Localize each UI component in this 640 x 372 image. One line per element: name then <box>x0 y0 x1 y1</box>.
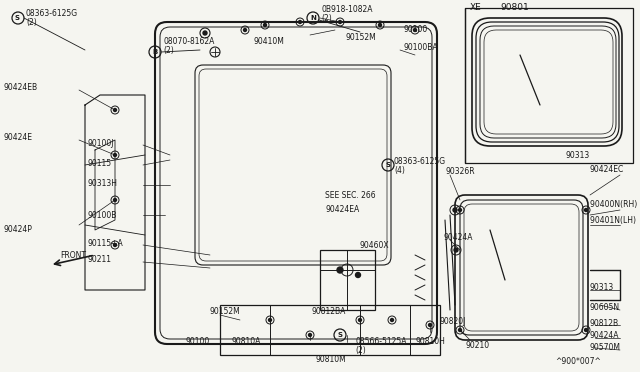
Text: FRONT: FRONT <box>60 250 86 260</box>
FancyBboxPatch shape <box>472 18 622 146</box>
Text: 90570M: 90570M <box>590 343 621 353</box>
Text: 90100J: 90100J <box>87 138 113 148</box>
Text: 90424P: 90424P <box>3 225 32 234</box>
Circle shape <box>584 328 588 331</box>
Text: 90152M: 90152M <box>210 308 241 317</box>
Text: 90410M: 90410M <box>253 38 284 46</box>
Text: 90100: 90100 <box>404 26 428 35</box>
Text: S: S <box>385 162 390 168</box>
Circle shape <box>337 267 343 273</box>
Circle shape <box>413 29 417 32</box>
Text: 90326R: 90326R <box>445 167 475 176</box>
Text: 90313H: 90313H <box>87 179 117 187</box>
Circle shape <box>203 31 207 35</box>
Text: 90401N⁠(LH): 90401N⁠(LH) <box>590 215 636 224</box>
Text: SEE SEC. 266: SEE SEC. 266 <box>325 190 376 199</box>
Circle shape <box>458 328 461 331</box>
Text: 90100: 90100 <box>185 337 209 346</box>
Text: 08070-8162A: 08070-8162A <box>163 38 214 46</box>
Circle shape <box>113 199 116 202</box>
Text: S: S <box>337 332 342 338</box>
Text: 90810H: 90810H <box>415 337 445 346</box>
Text: 90424A: 90424A <box>443 232 472 241</box>
Circle shape <box>269 318 271 321</box>
Text: 90115+A: 90115+A <box>87 238 123 247</box>
Circle shape <box>358 318 362 321</box>
Text: (2): (2) <box>355 346 365 355</box>
Circle shape <box>378 23 381 26</box>
Text: 90820J: 90820J <box>440 317 467 327</box>
Circle shape <box>243 29 246 32</box>
Text: ^900*007^: ^900*007^ <box>555 357 601 366</box>
Bar <box>320 250 375 310</box>
Text: 90115: 90115 <box>87 158 111 167</box>
Text: 90424A: 90424A <box>590 331 620 340</box>
Text: 90152M: 90152M <box>345 33 376 42</box>
Text: 90460X: 90460X <box>360 241 390 250</box>
Text: 90605N: 90605N <box>590 304 620 312</box>
Text: 90100B: 90100B <box>87 211 116 219</box>
Circle shape <box>355 273 360 278</box>
Circle shape <box>584 208 588 212</box>
Text: 08363-6125G: 08363-6125G <box>394 157 446 167</box>
Text: 90211: 90211 <box>87 256 111 264</box>
Text: 90810M: 90810M <box>315 356 346 365</box>
Circle shape <box>308 334 312 337</box>
Text: 08363-6125G: 08363-6125G <box>26 10 78 19</box>
Text: 90210: 90210 <box>465 340 489 350</box>
Circle shape <box>113 154 116 157</box>
Text: (4): (4) <box>394 166 405 174</box>
Circle shape <box>390 318 394 321</box>
Bar <box>220 305 440 355</box>
Text: 90424EA: 90424EA <box>325 205 359 215</box>
Text: 90810A: 90810A <box>232 337 261 346</box>
Circle shape <box>264 23 266 26</box>
Text: 90424E: 90424E <box>3 134 32 142</box>
Circle shape <box>458 208 461 212</box>
Text: 90812BA: 90812BA <box>312 308 346 317</box>
Text: 90313: 90313 <box>590 283 614 292</box>
Text: 90424EB: 90424EB <box>3 83 37 93</box>
Circle shape <box>113 244 116 247</box>
Text: 90801: 90801 <box>500 3 529 13</box>
Bar <box>465 8 633 163</box>
Text: B: B <box>152 49 157 55</box>
Text: (2): (2) <box>163 45 173 55</box>
Text: 90313: 90313 <box>565 151 589 160</box>
Text: 0B918-1082A: 0B918-1082A <box>321 6 372 15</box>
Text: 90812B: 90812B <box>590 318 619 327</box>
Text: (2): (2) <box>321 13 332 22</box>
FancyBboxPatch shape <box>455 195 588 340</box>
Text: N: N <box>310 15 316 21</box>
Text: XE: XE <box>470 3 482 13</box>
Text: S: S <box>15 15 19 21</box>
Text: (2): (2) <box>26 17 36 26</box>
Circle shape <box>429 324 431 327</box>
FancyBboxPatch shape <box>155 22 437 344</box>
Text: 90400N⁠(RH): 90400N⁠(RH) <box>590 201 637 209</box>
Circle shape <box>454 248 458 252</box>
Circle shape <box>298 20 301 23</box>
Text: 08566-5125A: 08566-5125A <box>355 337 406 346</box>
Circle shape <box>113 109 116 112</box>
Text: 90100BA: 90100BA <box>404 44 438 52</box>
Text: 90424EC: 90424EC <box>590 166 624 174</box>
Circle shape <box>339 20 342 23</box>
Circle shape <box>453 208 457 212</box>
